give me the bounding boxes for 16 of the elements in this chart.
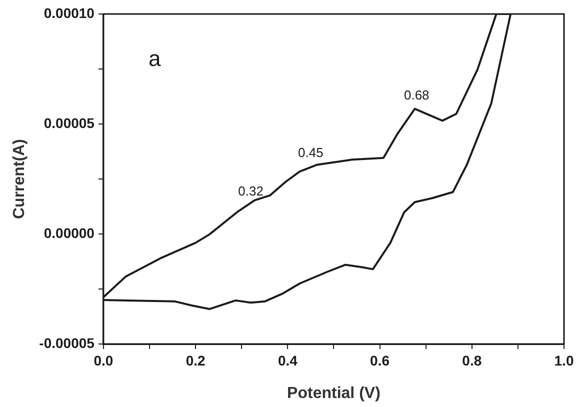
- x-tick-label: 0.8: [462, 352, 482, 368]
- x-tick-label: 0.2: [186, 352, 206, 368]
- x-tick-label: 0.6: [370, 352, 390, 368]
- x-tick-label: 0.0: [94, 352, 114, 368]
- y-tick-label: 0.00010: [44, 4, 95, 21]
- y-tick-label: -0.00005: [39, 334, 95, 351]
- x-axis-title: Potential (V): [287, 384, 380, 402]
- y-axis-title: Current(A): [11, 139, 28, 219]
- y-tick-label: 0.00000: [44, 224, 95, 241]
- annotation: 0.68: [404, 88, 430, 103]
- y-tick-label: 0.00005: [44, 114, 95, 131]
- annotation: 0.32: [238, 183, 264, 198]
- x-tick-label: 1.0: [554, 352, 574, 368]
- x-tick-label: 0.4: [278, 352, 298, 368]
- annotation: a: [148, 46, 162, 72]
- annotation: 0.45: [298, 144, 324, 160]
